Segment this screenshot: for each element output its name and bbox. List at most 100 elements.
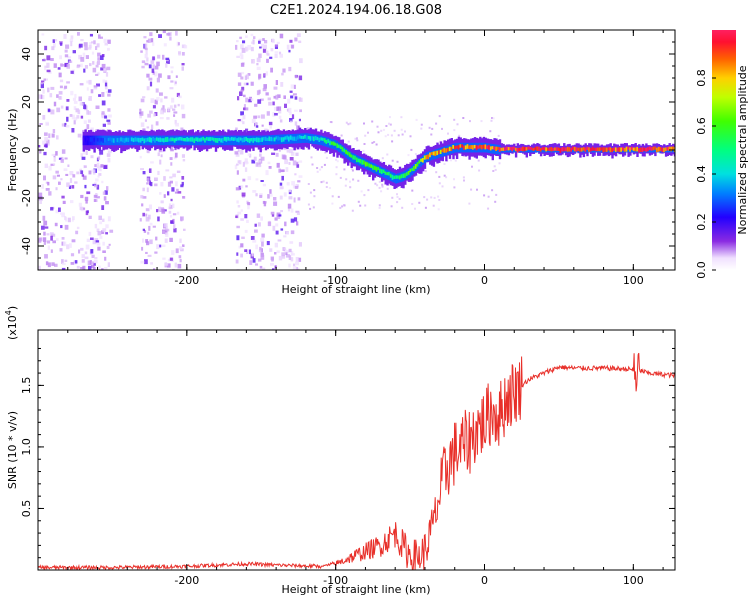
noise-speckle xyxy=(254,223,257,227)
noise-speckle xyxy=(159,192,162,195)
ridge-core xyxy=(130,137,134,142)
noise-speckle xyxy=(78,54,82,60)
noise-speckle xyxy=(46,142,50,146)
noise-speckle xyxy=(257,160,262,163)
noise-speckle xyxy=(240,111,244,116)
ridge-core xyxy=(639,147,643,152)
noise-speckle xyxy=(98,215,102,221)
ridge-core xyxy=(555,147,559,151)
noise-speckle xyxy=(298,118,301,122)
noise-speckle xyxy=(386,187,389,190)
noise-speckle xyxy=(282,68,286,73)
ridge-core xyxy=(268,136,271,142)
colorbar: 0.0 0.2 0.4 0.6 0.8 Normalized spectral ampl… xyxy=(695,30,749,279)
noise-speckle xyxy=(102,228,107,232)
noise-speckle xyxy=(236,40,239,43)
noise-speckle xyxy=(487,195,490,198)
noise-speckle xyxy=(263,202,267,207)
snr-panel: -200 -100 0 100 0.5 1.0 1.5 Height of straigh… xyxy=(4,306,676,596)
ridge-core xyxy=(632,147,636,151)
noise-speckle xyxy=(84,184,87,189)
ridge-core xyxy=(318,137,321,142)
noise-speckle xyxy=(273,95,276,99)
noise-speckle xyxy=(400,128,403,131)
ridge-core xyxy=(214,138,218,143)
noise-speckle xyxy=(152,71,155,75)
noise-speckle xyxy=(139,218,142,222)
noise-speckle xyxy=(380,190,383,193)
noise-speckle xyxy=(462,176,465,179)
noise-speckle xyxy=(476,188,478,191)
noise-speckle xyxy=(66,63,70,69)
noise-speckle xyxy=(152,56,155,61)
ridge-core xyxy=(497,146,500,150)
ridge-core xyxy=(404,173,407,178)
noise-speckle xyxy=(245,97,249,103)
ridge-core xyxy=(143,138,146,144)
ridge-core xyxy=(548,147,552,152)
noise-speckle xyxy=(260,216,263,221)
noise-speckle xyxy=(79,102,84,106)
noise-speckle xyxy=(105,224,109,229)
noise-speckle xyxy=(313,189,316,192)
ridge-core xyxy=(350,154,353,158)
colorbar-tick-label: 0.0 xyxy=(695,261,708,279)
ridge-core xyxy=(188,137,191,142)
ridge-core xyxy=(111,137,114,143)
noise-speckle xyxy=(281,72,284,76)
noise-speckle xyxy=(169,237,173,242)
noise-speckle xyxy=(58,91,63,95)
noise-speckle xyxy=(170,198,173,202)
noise-speckle xyxy=(335,173,338,176)
ridge-core xyxy=(391,174,394,180)
noise-speckle xyxy=(400,116,403,119)
noise-speckle xyxy=(51,46,55,51)
noise-speckle xyxy=(239,149,244,155)
ridge-core xyxy=(654,146,657,150)
noise-speckle xyxy=(46,240,51,244)
noise-speckle xyxy=(248,249,251,255)
noise-speckle xyxy=(456,123,459,126)
noise-speckle xyxy=(86,124,90,130)
noise-speckle xyxy=(491,189,494,192)
noise-speckle xyxy=(271,214,275,217)
noise-speckle xyxy=(288,107,292,113)
ridge-core xyxy=(491,146,494,150)
ridge-core xyxy=(455,145,459,149)
noise-speckle xyxy=(258,89,261,94)
noise-speckle xyxy=(390,134,393,137)
noise-speckle xyxy=(167,181,172,187)
noise-speckle xyxy=(80,115,84,119)
ridge-mid xyxy=(534,147,537,153)
ridge-core xyxy=(622,147,625,151)
ridge-core xyxy=(184,138,187,142)
noise-speckle xyxy=(248,99,252,103)
noise-speckle xyxy=(70,262,74,265)
noise-speckle xyxy=(148,77,153,81)
noise-speckle xyxy=(78,43,83,48)
noise-speckle xyxy=(170,149,174,152)
y-scale-label: (x104) xyxy=(4,306,19,340)
noise-speckle xyxy=(80,194,84,199)
noise-speckle xyxy=(297,197,301,201)
noise-speckle xyxy=(75,108,79,113)
noise-speckle xyxy=(287,203,292,209)
noise-speckle xyxy=(236,225,240,229)
noise-speckle xyxy=(270,193,273,197)
ridge-core xyxy=(205,137,209,141)
noise-speckle xyxy=(96,184,100,190)
noise-speckle xyxy=(249,260,253,265)
noise-speckle xyxy=(276,250,280,254)
noise-speckle xyxy=(292,93,297,96)
noise-speckle xyxy=(48,133,51,139)
ridge-core xyxy=(638,148,641,153)
ridge-core xyxy=(393,175,396,179)
ridge-core xyxy=(82,137,85,142)
noise-speckle xyxy=(101,230,105,234)
ridge-core xyxy=(279,137,282,141)
noise-speckle xyxy=(99,149,104,155)
noise-speckle xyxy=(276,162,280,168)
noise-speckle xyxy=(64,224,69,230)
noise-speckle xyxy=(294,37,298,42)
noise-speckle xyxy=(380,129,383,132)
